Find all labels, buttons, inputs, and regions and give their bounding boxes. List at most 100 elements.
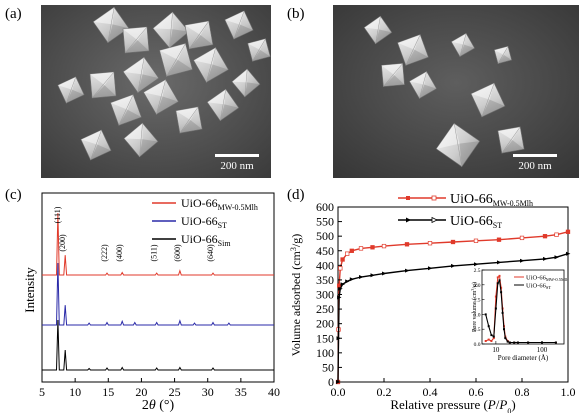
inset-point-1-14 bbox=[516, 341, 519, 344]
isotherm-point-0-12 bbox=[450, 239, 456, 245]
xrd-x-tick-label-4: 25 bbox=[169, 385, 181, 399]
crystal-b-4 bbox=[435, 122, 481, 168]
xrd-peak-label-0: (111) bbox=[53, 206, 62, 223]
crystal-b-5 bbox=[470, 82, 506, 118]
isotherm-y-tick-label-9: 450 bbox=[316, 244, 334, 258]
xrd-peak-label-6: (640) bbox=[206, 244, 215, 262]
isotherm-point-0-18 bbox=[565, 229, 571, 234]
inset-point-1-6 bbox=[498, 279, 501, 282]
isotherm-point-1-3 bbox=[338, 286, 343, 291]
isotherm-x-tick-label-2: 0.4 bbox=[423, 385, 438, 399]
panel-label-c: (c) bbox=[5, 187, 22, 203]
sem-image-b: 200 nm bbox=[333, 5, 579, 178]
crystal-b-2 bbox=[381, 63, 405, 87]
crystal-a-12 bbox=[143, 79, 179, 115]
panel-label-b: (b) bbox=[287, 6, 305, 22]
isotherm-y-tick-label-1: 50 bbox=[322, 360, 334, 374]
inset-point-1-2 bbox=[490, 334, 493, 337]
isotherm-point-0-13 bbox=[473, 238, 479, 243]
isotherm-point-0-4 bbox=[340, 257, 345, 262]
xrd-peak-label-5: (600) bbox=[173, 244, 182, 262]
isotherm-y-tick-label-8: 400 bbox=[316, 258, 334, 272]
crystal-a-7 bbox=[122, 56, 160, 94]
xrd-legend-label-2: UiO-66Sim bbox=[181, 232, 231, 248]
isotherm-point-1-10 bbox=[405, 268, 410, 273]
crystal-a-9 bbox=[57, 76, 85, 104]
inset-y-tick-label-2: 1.0 bbox=[474, 312, 481, 318]
inset-point-1-7 bbox=[500, 291, 503, 294]
inset-y-tick-label-0: 0.0 bbox=[474, 342, 481, 348]
isotherm-point-1-16 bbox=[543, 256, 548, 261]
isotherm-point-0-6 bbox=[349, 248, 354, 253]
inset-point-1-3 bbox=[492, 335, 495, 338]
xrd-peak-label-3: (400) bbox=[115, 244, 124, 262]
crystal-b-1 bbox=[397, 34, 429, 66]
xrd-y-axis-label: Intensity bbox=[22, 267, 37, 313]
xrd-x-tick-label-2: 15 bbox=[102, 385, 114, 399]
inset-point-1-12 bbox=[508, 341, 511, 344]
isotherm-x-tick-label-4: 0.8 bbox=[515, 385, 530, 399]
isotherm-y-tick-label-0: 0 bbox=[328, 375, 334, 389]
isotherm-point-1-14 bbox=[497, 260, 502, 265]
xrd-plot-frame bbox=[41, 192, 275, 383]
crystals-a bbox=[57, 6, 271, 161]
crystal-b-0 bbox=[363, 15, 393, 45]
crystal-a-1 bbox=[122, 26, 150, 54]
isotherm-point-0-17 bbox=[554, 232, 559, 237]
isotherm-y-tick-label-11: 550 bbox=[316, 215, 334, 229]
isotherm-point-0-3 bbox=[338, 266, 343, 271]
crystal-a-13 bbox=[175, 106, 203, 134]
isotherm-point-1-7 bbox=[359, 275, 364, 279]
inset-point-0-3 bbox=[492, 337, 495, 340]
inset-point-1-4 bbox=[494, 307, 497, 310]
isotherm-x-tick-label-5: 1.0 bbox=[561, 385, 576, 399]
isotherm-y-tick-label-3: 150 bbox=[316, 331, 334, 345]
crystal-a-14 bbox=[206, 88, 240, 122]
inset-y-tick-label-3: 1.5 bbox=[474, 298, 481, 304]
xrd-legend-label-0: UiO-66MW-0.5Mlh bbox=[181, 196, 258, 212]
xrd-x-tick-label-1: 10 bbox=[69, 385, 81, 399]
crystal-a-15 bbox=[80, 129, 112, 161]
xrd-x-tick-label-6: 35 bbox=[235, 385, 247, 399]
panel-label-d: (d) bbox=[287, 187, 305, 203]
xrd-x-axis-label: 2θ (°) bbox=[142, 398, 175, 413]
inset-point-1-11 bbox=[506, 340, 509, 343]
xrd-series-0 bbox=[42, 212, 274, 276]
isotherm-point-0-8 bbox=[370, 245, 375, 250]
isotherm-point-1-11 bbox=[428, 266, 433, 271]
inset-legend-label-1: UiO-66ST bbox=[526, 283, 551, 291]
isotherm-legend-label-1: UiO-66ST bbox=[450, 214, 502, 230]
crystal-a-11 bbox=[110, 94, 142, 126]
xrd-x-tick-label-5: 30 bbox=[202, 385, 214, 399]
inset-y-tick-label-1: 0.5 bbox=[474, 327, 481, 333]
isotherm-y-tick-label-10: 500 bbox=[316, 229, 334, 243]
crystal-a-5 bbox=[193, 47, 229, 83]
inset-legend-label-0: UiO-66MW-0.5Mlh bbox=[526, 275, 569, 283]
scale-bar-label-a: 200 nm bbox=[220, 160, 254, 172]
pore-size-inset: 10 100 0.0 0.5 1.0 1.5 2.0 2.5 UiO-66MW-0.5MlhU… bbox=[470, 268, 570, 362]
isotherm-point-1-8 bbox=[370, 273, 375, 278]
xrd-peak-label-1: (200) bbox=[58, 234, 67, 252]
isotherm-point-1-13 bbox=[474, 262, 479, 267]
isotherm-point-1-2 bbox=[337, 295, 342, 300]
inset-point-0-6 bbox=[498, 274, 501, 277]
inset-y-tick-label-5: 2.5 bbox=[474, 268, 481, 274]
xrd-legend-label-1: UiO-66ST bbox=[181, 214, 227, 230]
crystal-a-6 bbox=[159, 43, 193, 77]
inset-point-1-15 bbox=[527, 341, 530, 344]
inset-point-0-2 bbox=[490, 340, 493, 342]
crystal-a-8 bbox=[89, 71, 117, 99]
inset-point-0-7 bbox=[500, 286, 503, 289]
xrd-x-tick-label-7: 40 bbox=[268, 385, 280, 399]
isotherm-point-0-10 bbox=[404, 242, 410, 247]
crystal-b-8 bbox=[493, 45, 513, 65]
isotherm-y-tick-label-12: 600 bbox=[316, 200, 334, 214]
xrd-series-1 bbox=[42, 262, 274, 326]
crystals-b bbox=[363, 15, 525, 168]
scale-bar-b bbox=[513, 154, 557, 157]
isotherm-point-1-17 bbox=[554, 255, 559, 260]
isotherm-y-tick-label-5: 250 bbox=[316, 302, 334, 316]
crystal-a-10 bbox=[231, 68, 261, 98]
inset-point-1-9 bbox=[503, 328, 505, 331]
xrd-series-2 bbox=[42, 319, 274, 371]
